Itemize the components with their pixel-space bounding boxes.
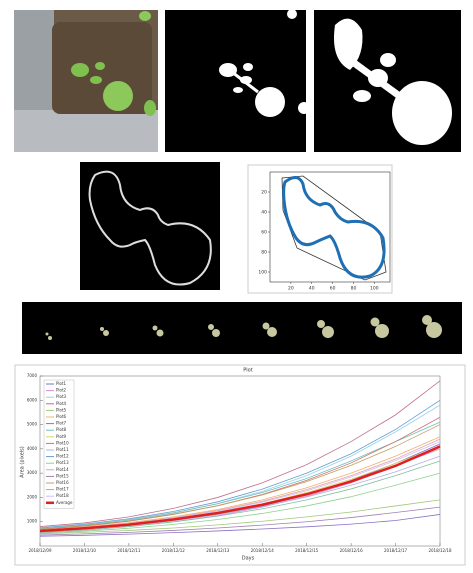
legend-label: Plot4 — [56, 401, 67, 406]
x-tick-label: 2018/12/09 — [28, 548, 52, 553]
legend-label: Plot11 — [56, 447, 69, 452]
binary-mask — [165, 9, 310, 152]
legend-label: Plot18 — [56, 493, 69, 498]
legend-label: Plot15 — [56, 473, 69, 478]
y-tick-label: 100 — [258, 270, 267, 276]
x-tick-label: 2018/12/10 — [73, 548, 97, 553]
legend-label: Plot9 — [56, 434, 67, 439]
legend-label: Plot5 — [56, 407, 67, 412]
y-tick-label: 7000 — [27, 373, 38, 378]
legend-label: Average — [56, 500, 73, 505]
y-tick-label: 5000 — [27, 422, 38, 427]
legend-label: Plot16 — [56, 480, 69, 485]
legend-label: Plot3 — [56, 394, 67, 399]
line-chart: Plot Days Area (pixels) 1000 2000 3000 4000… — [15, 365, 465, 565]
y-tick-label: 4000 — [27, 446, 38, 451]
hull-plot: 20 40 60 80 100 20 40 60 80 100 — [248, 165, 392, 293]
x-tick-label: 80 — [351, 286, 357, 292]
y-tick-label: 60 — [261, 230, 267, 236]
x-tick-label: 2018/12/18 — [428, 548, 452, 553]
x-tick-label: 40 — [309, 286, 315, 292]
y-axis-label: Area (pixels) — [20, 446, 26, 477]
x-tick-label: 2018/12/15 — [295, 548, 319, 553]
x-tick-label: 60 — [330, 286, 336, 292]
y-tick-label: 80 — [261, 250, 267, 256]
y-tick-label: 20 — [261, 190, 267, 196]
y-tick-label: 40 — [261, 210, 267, 216]
legend-label: Plot14 — [56, 467, 69, 472]
y-tick-label: 1000 — [27, 519, 38, 524]
legend-label: Plot17 — [56, 487, 69, 492]
x-tick-label: 2018/12/14 — [251, 548, 275, 553]
legend-label: Plot6 — [56, 414, 67, 419]
x-tick-label: 2018/12/16 — [340, 548, 364, 553]
x-tick-label: 100 — [370, 286, 379, 292]
legend-label: Plot13 — [56, 460, 69, 465]
legend-label: Plot1 — [56, 381, 67, 386]
legend-label: Plot2 — [56, 388, 67, 393]
x-tick-label: 2018/12/11 — [117, 548, 141, 553]
y-tick-label: 2000 — [27, 494, 38, 499]
y-tick-label: 3000 — [27, 470, 38, 475]
contour-image — [80, 162, 220, 290]
legend-label: Plot8 — [56, 427, 67, 432]
figure: 20 40 60 80 100 20 40 60 80 100 Plot Days Area (p… — [0, 0, 473, 569]
x-tick-label: 20 — [288, 286, 294, 292]
legend-label: Plot10 — [56, 440, 69, 445]
x-tick-label: 2018/12/17 — [384, 548, 408, 553]
dilated-mask — [314, 10, 461, 152]
x-axis-label: Days — [242, 556, 255, 562]
legend-label: Plot12 — [56, 454, 69, 459]
x-tick-label: 2018/12/13 — [206, 548, 230, 553]
photo — [14, 10, 158, 152]
x-tick-label: 2018/12/12 — [162, 548, 186, 553]
growth-strip — [22, 302, 462, 354]
legend-label: Plot7 — [56, 421, 67, 426]
chart-title: Plot — [243, 368, 252, 374]
y-tick-label: 6000 — [27, 397, 38, 402]
